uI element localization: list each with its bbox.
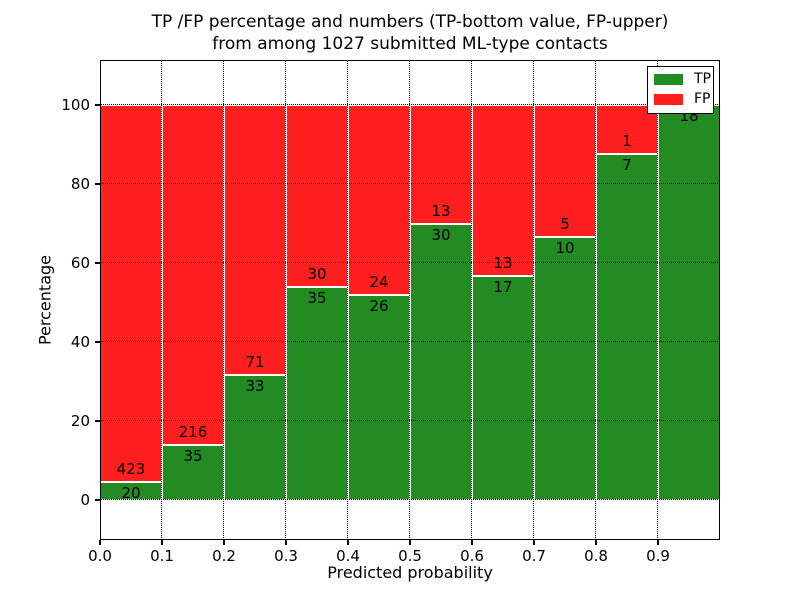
fp-count-label: 71 [245, 352, 265, 371]
x-tick [99, 540, 101, 545]
bar-segment-tp [162, 444, 224, 500]
x-tick [223, 540, 225, 545]
chart-title-line2: from among 1027 submitted ML-type contac… [212, 34, 608, 54]
x-tick [161, 540, 163, 545]
bar-segment-fp [534, 105, 596, 237]
v-gridline [285, 60, 286, 540]
x-tick-label: 0.3 [274, 547, 298, 565]
legend-label: FP [694, 91, 711, 107]
x-tick-label: 0.0 [88, 547, 112, 565]
h-gridline [100, 262, 720, 263]
bar-segment-fp [286, 105, 348, 288]
v-gridline [595, 60, 596, 540]
x-tick-label: 0.4 [336, 547, 360, 565]
bar-segment-tp [348, 294, 410, 500]
v-gridline [471, 60, 472, 540]
fp-count-label: 24 [369, 272, 389, 291]
fp-count-label: 13 [493, 254, 513, 273]
v-gridline [347, 60, 348, 540]
fp-count-label: 5 [560, 214, 570, 233]
h-gridline [100, 420, 720, 421]
y-tick-label: 40 [70, 333, 90, 351]
legend-label: TP [694, 71, 711, 87]
legend-swatch-fp [654, 93, 683, 105]
tp-count-label: 33 [245, 376, 265, 395]
bar-segment-fp [472, 105, 534, 277]
chart-title: TP /FP percentage and numbers (TP-bottom… [100, 11, 720, 55]
h-gridline [100, 341, 720, 342]
y-tick-label: 20 [70, 412, 90, 430]
tp-count-label: 7 [622, 156, 632, 175]
x-axis-label: Predicted probability [327, 563, 493, 582]
fp-count-label: 423 [116, 460, 146, 479]
x-tick-label: 0.6 [460, 547, 484, 565]
tp-count-label: 26 [369, 296, 389, 315]
y-tick [95, 341, 100, 343]
y-tick-label: 80 [70, 175, 90, 193]
v-gridline [223, 60, 224, 540]
y-tick [95, 499, 100, 501]
v-gridline [161, 60, 162, 540]
x-tick [533, 540, 535, 545]
x-tick-label: 0.9 [646, 547, 670, 565]
bar-segment-tp [410, 224, 472, 500]
bar-segment-tp [596, 154, 658, 500]
y-tick-label: 0 [80, 491, 90, 509]
y-tick [95, 420, 100, 422]
fp-count-label: 216 [178, 422, 208, 441]
tp-count-label: 30 [431, 226, 451, 245]
x-tick [347, 540, 349, 545]
x-tick-label: 0.8 [584, 547, 608, 565]
h-gridline [100, 499, 720, 500]
bar-segment-tp [534, 236, 596, 500]
x-tick [657, 540, 659, 545]
x-tick [285, 540, 287, 545]
tp-count-label: 35 [307, 289, 327, 308]
v-gridline [657, 60, 658, 540]
x-tick-label: 0.5 [398, 547, 422, 565]
y-tick-label: 100 [61, 96, 90, 114]
tp-count-label: 20 [121, 484, 141, 503]
bar-segment-fp [100, 105, 162, 483]
tp-count-label: 17 [493, 278, 513, 297]
x-tick-label: 0.7 [522, 547, 546, 565]
y-tick [95, 262, 100, 264]
v-gridline [533, 60, 534, 540]
x-tick-label: 0.2 [212, 547, 236, 565]
x-tick [595, 540, 597, 545]
bar-segment-fp [224, 105, 286, 375]
bar-segment-tp [658, 105, 720, 500]
tp-count-label: 35 [183, 446, 203, 465]
h-gridline [100, 104, 720, 105]
legend-entry: TP [654, 71, 713, 87]
y-tick [95, 104, 100, 106]
bar-segment-tp [286, 287, 348, 500]
chart-title-line1: TP /FP percentage and numbers (TP-bottom… [151, 12, 669, 32]
fp-count-label: 13 [431, 202, 451, 221]
y-tick-label: 60 [70, 254, 90, 272]
x-tick [471, 540, 473, 545]
tp-count-label: 10 [555, 238, 575, 257]
legend: TP FP [647, 66, 714, 114]
x-tick [409, 540, 411, 545]
x-tick-label: 0.1 [150, 547, 174, 565]
y-tick [95, 183, 100, 185]
fp-count-label: 30 [307, 265, 327, 284]
bar-segment-fp [162, 105, 224, 445]
legend-entry: FP [654, 91, 713, 107]
bar-segment-fp [348, 105, 410, 295]
v-gridline [409, 60, 410, 540]
legend-swatch-tp [654, 73, 683, 85]
h-gridline [100, 183, 720, 184]
bar-segment-tp [472, 276, 534, 500]
plot-area: 423 20 216 35 71 33 30 35 24 26 13 30 13 17 5 10 1 7 18 TP F… [100, 60, 720, 540]
fp-count-label: 1 [622, 132, 632, 151]
